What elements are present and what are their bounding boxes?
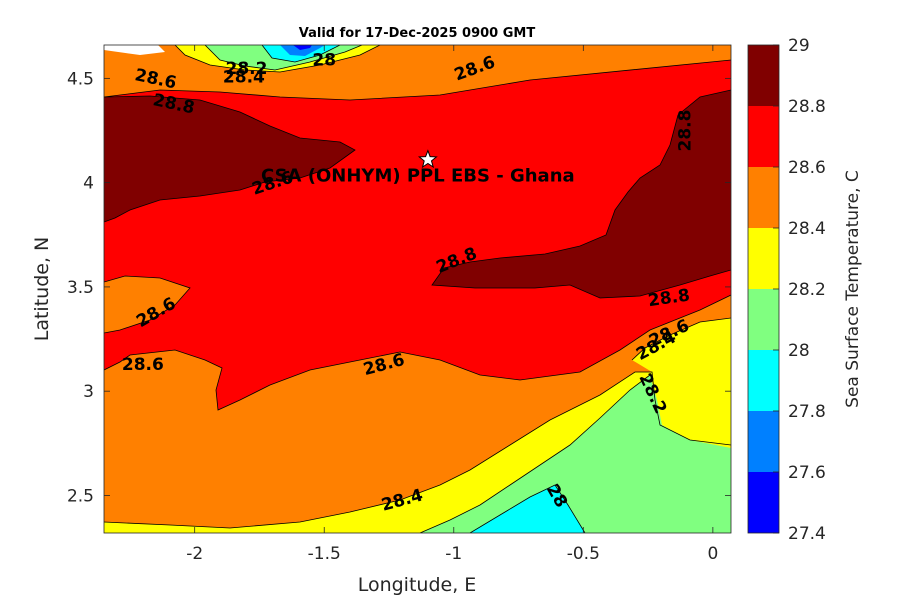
chart-title: Valid for 17-Dec-2025 0900 GMT	[299, 26, 536, 41]
colorbar-label: Sea Surface Temperature, C	[843, 170, 863, 408]
band-28-8-left	[104, 96, 355, 222]
y-tick-label: 4	[83, 174, 94, 194]
contour-lines	[104, 45, 731, 533]
y-tick-label: 3	[83, 382, 94, 402]
colorbar-tick-label: 28.8	[788, 97, 826, 117]
site-label: CSA (ONHYM) PPL EBS - Ghana	[261, 166, 575, 187]
y-tick-label: 4.5	[67, 69, 94, 89]
colorbar-segment	[748, 228, 779, 289]
site-marker: CSA (ONHYM) PPL EBS - Ghana	[261, 149, 575, 187]
x-axis-ticks: -2 -1.5 -1 -0.5 0	[186, 45, 718, 564]
colorbar-segment	[748, 45, 779, 106]
colorbar-segment	[748, 167, 779, 228]
colorbar-segment	[748, 106, 779, 167]
band-27-8-bottom	[470, 485, 585, 533]
colorbar-tick-label: 28.6	[788, 158, 826, 178]
contour-fill-layer	[104, 45, 731, 533]
y-axis-ticks: 2.5 3 3.5 4 4.5	[67, 69, 731, 506]
colorbar-segment	[748, 289, 779, 350]
colorbar-tick-label: 28	[788, 341, 810, 361]
colorbar-frame	[747, 44, 780, 534]
contour-label: 28.4	[223, 67, 265, 87]
colorbar-tick-label: 27.6	[788, 463, 826, 483]
x-axis-label: Longitude, E	[358, 574, 477, 596]
band-28-2-right	[632, 318, 731, 445]
colorbar-segment	[748, 350, 779, 411]
band-28-4-left-bulge	[104, 276, 190, 333]
colorbar-tick-label: 27.8	[788, 402, 826, 422]
colorbar: 27.4 27.6 27.8 28 28.2 28.4 28.6 28.8 29	[748, 36, 826, 544]
band-27-4-top	[293, 45, 312, 50]
y-axis-label: Latitude, N	[31, 237, 53, 342]
colorbar-tick-label: 27.4	[788, 524, 826, 544]
x-tick-label: -1	[445, 544, 462, 564]
x-tick-label: -0.5	[567, 544, 600, 564]
colorbar-segment	[748, 472, 779, 533]
y-tick-label: 3.5	[67, 278, 94, 298]
x-tick-label: 0	[707, 544, 718, 564]
band-27-6-top	[280, 45, 325, 56]
colorbar-tick-label: 28.2	[788, 280, 826, 300]
band-28-8-right	[432, 90, 731, 298]
colorbar-segment	[748, 411, 779, 472]
contour-label: 28.8	[675, 110, 695, 152]
colorbar-tick-label: 29	[788, 36, 810, 56]
contour-label: 28.2	[226, 59, 268, 79]
contour-label: 28.6	[122, 355, 164, 375]
plot-frame	[103, 44, 732, 534]
contour-label: 28	[312, 51, 336, 71]
x-tick-label: -1.5	[308, 544, 341, 564]
no-data-region	[104, 45, 165, 55]
star-icon	[417, 149, 438, 169]
band-28-4-top	[104, 45, 731, 100]
colorbar-tick-label: 28.4	[788, 219, 826, 239]
x-tick-label: -2	[186, 544, 203, 564]
y-tick-label: 2.5	[67, 486, 94, 506]
